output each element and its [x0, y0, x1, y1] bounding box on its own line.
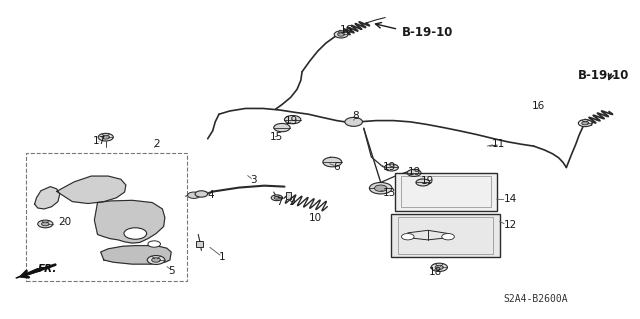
Circle shape — [284, 115, 301, 124]
Circle shape — [334, 31, 348, 38]
Circle shape — [188, 192, 200, 198]
Text: 19: 19 — [284, 115, 298, 126]
Bar — [196, 241, 203, 247]
Text: 3: 3 — [250, 175, 257, 185]
Text: 19: 19 — [408, 167, 421, 177]
Polygon shape — [100, 246, 171, 264]
Circle shape — [374, 185, 387, 191]
Circle shape — [345, 117, 362, 126]
Text: 4: 4 — [207, 190, 214, 200]
Circle shape — [431, 263, 447, 271]
Text: 12: 12 — [504, 220, 516, 230]
Text: 5: 5 — [169, 265, 175, 276]
Circle shape — [195, 191, 207, 197]
Text: 20: 20 — [58, 217, 71, 227]
Bar — [397, 217, 493, 254]
Text: 16: 16 — [532, 101, 545, 111]
Circle shape — [435, 265, 444, 269]
Text: 11: 11 — [492, 139, 506, 149]
Text: 15: 15 — [269, 131, 283, 142]
Circle shape — [271, 195, 282, 201]
Bar — [401, 176, 491, 207]
Text: B-19-10: B-19-10 — [578, 70, 629, 82]
Circle shape — [369, 182, 392, 194]
Text: 14: 14 — [504, 194, 516, 204]
Bar — [286, 192, 291, 199]
Circle shape — [385, 164, 398, 171]
Circle shape — [442, 234, 454, 240]
Polygon shape — [94, 200, 165, 243]
Circle shape — [124, 228, 147, 239]
Circle shape — [338, 33, 344, 36]
Text: 10: 10 — [308, 212, 321, 223]
Circle shape — [274, 123, 290, 132]
Bar — [392, 214, 500, 257]
Text: 17: 17 — [93, 136, 106, 146]
Text: 19: 19 — [420, 176, 434, 186]
Bar — [26, 153, 187, 281]
Circle shape — [38, 220, 53, 228]
Text: 9: 9 — [288, 197, 295, 207]
Circle shape — [582, 122, 589, 125]
Bar — [395, 173, 497, 211]
Circle shape — [42, 222, 49, 226]
Text: 2: 2 — [153, 139, 159, 149]
Text: 16: 16 — [340, 25, 353, 35]
Text: 8: 8 — [353, 111, 359, 122]
Text: 1: 1 — [219, 252, 226, 262]
Circle shape — [152, 258, 161, 262]
Circle shape — [416, 179, 430, 186]
Text: FR.: FR. — [38, 264, 57, 274]
Text: B-19-10: B-19-10 — [401, 26, 453, 39]
Circle shape — [102, 135, 109, 139]
Text: 18: 18 — [429, 267, 442, 277]
Polygon shape — [35, 187, 60, 209]
Text: 6: 6 — [333, 161, 340, 172]
Circle shape — [274, 196, 280, 199]
Text: 19: 19 — [383, 161, 396, 172]
Polygon shape — [56, 176, 126, 204]
Circle shape — [401, 234, 414, 240]
Circle shape — [148, 241, 161, 247]
Circle shape — [323, 157, 342, 167]
Circle shape — [407, 169, 421, 176]
Circle shape — [579, 120, 592, 127]
Circle shape — [147, 256, 165, 264]
Circle shape — [98, 133, 113, 141]
Text: 7: 7 — [276, 197, 282, 207]
Text: 13: 13 — [383, 188, 396, 198]
Text: S2A4-B2600A: S2A4-B2600A — [504, 294, 568, 304]
Polygon shape — [16, 269, 42, 278]
